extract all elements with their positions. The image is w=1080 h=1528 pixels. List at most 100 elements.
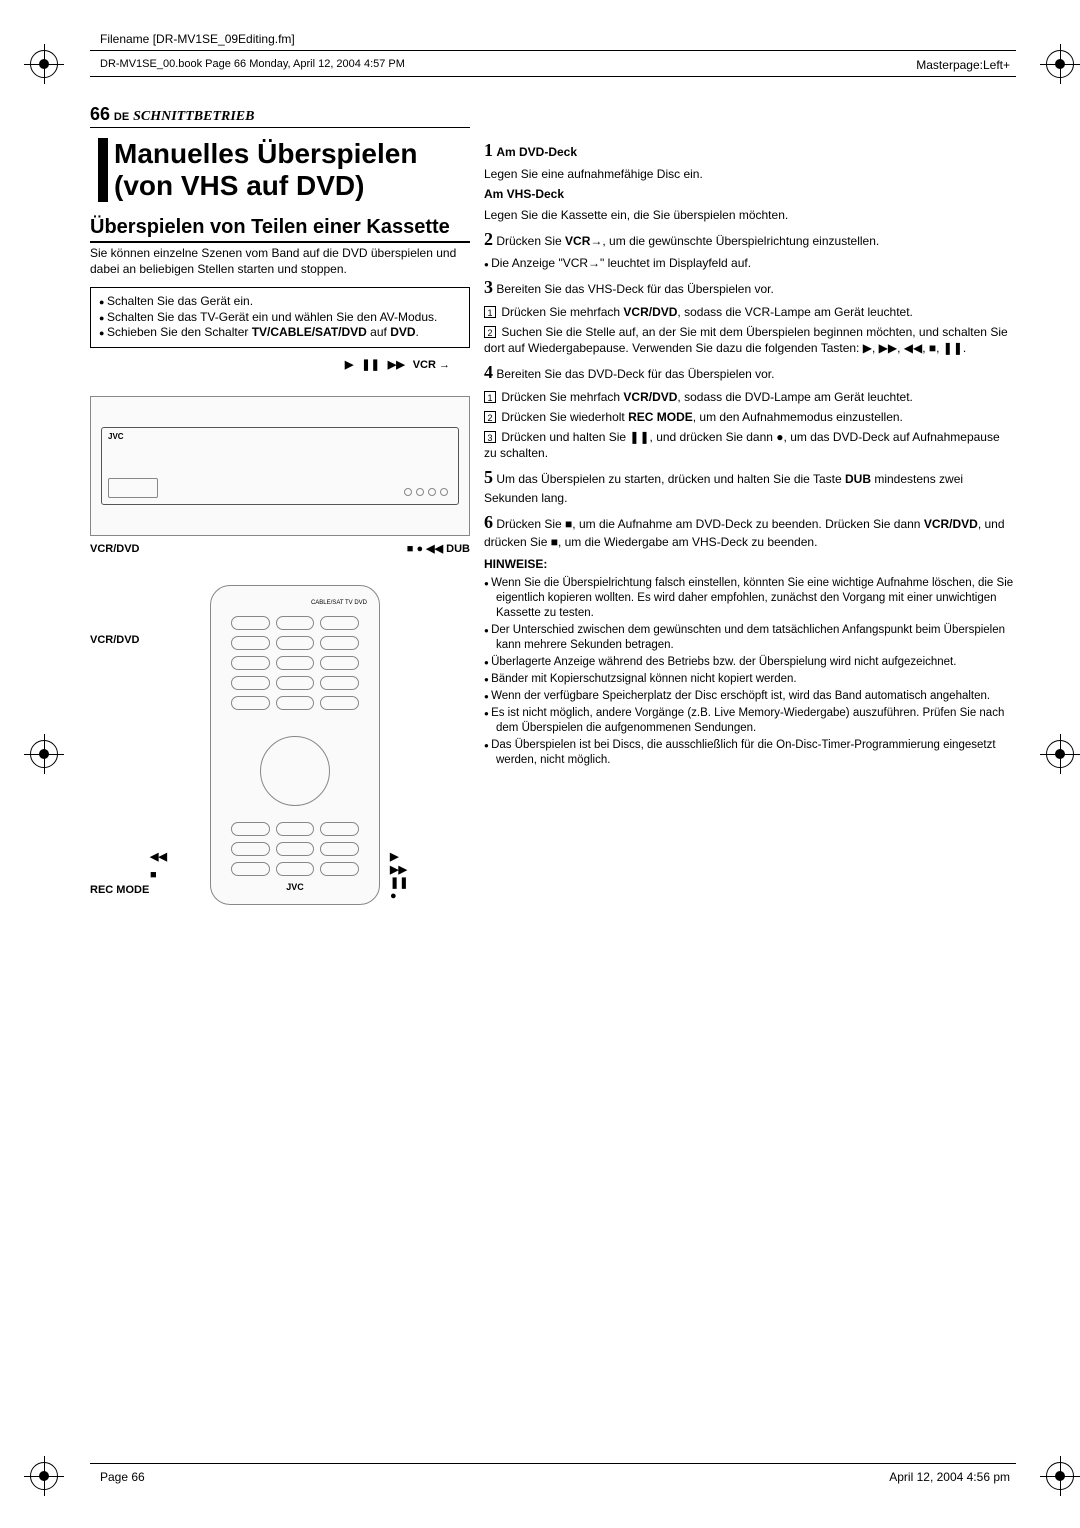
remote-button-icon [231,696,270,710]
bookline: DR-MV1SE_00.book Page 66 Monday, April 1… [100,58,405,70]
device-brand: JVC [108,432,124,442]
right-column: 1 Am DVD-Deck Legen Sie eine aufnahmefäh… [484,138,1014,770]
hint-item: Es ist nicht möglich, andere Vorgänge (z… [484,706,1014,736]
remote-button-icon [231,616,270,630]
step-3-sub2: Suchen Sie die Stelle auf, an der Sie mi… [484,325,1008,355]
footer-date: April 12, 2004 4:56 pm [889,1470,1010,1484]
device-illustration: JVC [90,396,470,536]
device-button-icon [404,488,412,496]
remote-button-icon [231,676,270,690]
remote-button-icon [276,822,315,836]
remote-button-icon [320,656,359,670]
device-button-icon [440,488,448,496]
section-header: 66 DE SCHNITTBETRIEB [90,104,470,128]
step-6-text: Drücken Sie ■, um die Aufnahme am DVD-De… [484,517,1005,549]
record-icon: ● [390,889,397,903]
hint-item: Wenn der verfügbare Speicherplatz der Di… [484,689,1014,704]
remote-brand: JVC [211,882,379,894]
device-button-icon [428,488,436,496]
remote-button-icon [276,636,315,650]
rewind-icon: ◀◀ [150,850,167,864]
crop-cross-ml [24,734,64,774]
step-4-text: Bereiten Sie das DVD-Deck für das Übersp… [496,367,774,381]
page-number: 66 [90,104,110,124]
lang-code: DE [114,111,129,123]
remote-button-icon [320,676,359,690]
remote-button-icon [276,676,315,690]
vcr-dvd-label: VCR/DVD [90,542,140,556]
crop-cross-br [1040,1456,1080,1496]
step-5-number: 5 [484,467,493,487]
remote-button-icon [231,656,270,670]
play-icon: ▶ [345,358,353,372]
step-5-text: Um das Überspielen zu starten, drücken u… [484,472,963,504]
remote-dpad-icon [260,736,330,806]
device-bottom-labels: VCR/DVD ■ ● ◀◀ DUB [90,542,470,556]
left-column: Sie können einzelne Szenen vom Band auf … [90,246,470,905]
step-1-dvd-label: Am DVD-Deck [496,145,577,159]
step-4-sub1: Drücken Sie mehrfach VCR/DVD, sodass die… [501,390,913,404]
hints-label: HINWEISE: [484,556,1014,572]
step-6-number: 6 [484,512,493,532]
remote-button-icon [276,696,315,710]
page-subtitle: Überspielen von Teilen einer Kassette [90,216,470,243]
prep-item: Schalten Sie das TV-Gerät ein und wählen… [99,310,461,326]
step-4-number: 4 [484,362,493,382]
substep-1-icon: 1 [484,391,496,403]
remote-button-icon [231,842,270,856]
hint-item: Der Unterschied zwischen dem gewünschten… [484,623,1014,653]
ff-icon: ▶▶ [388,358,405,372]
footer-page: Page 66 [100,1470,145,1484]
remote-button-icon [276,616,315,630]
device-tray-icon [108,478,158,498]
prep-item: Schalten Sie das Gerät ein. [99,294,461,310]
substep-2-icon: 2 [484,411,496,423]
step-3-number: 3 [484,277,493,297]
remote-button-icon [320,696,359,710]
substep-2-icon: 2 [484,326,496,338]
preparation-box: Schalten Sie das Gerät ein. Schalten Sie… [90,287,470,348]
remote-button-icon [320,616,359,630]
step-4-sub3: Drücken und halten Sie ❚❚, und drücken S… [484,430,1000,460]
remote-button-icon [320,636,359,650]
intro-text: Sie können einzelne Szenen vom Band auf … [90,246,470,277]
section-name: SCHNITTBETRIEB [133,109,254,124]
remote-mode-label: CABLE/SAT TV DVD [311,600,367,608]
remote-button-icon [231,636,270,650]
step-3-text: Bereiten Sie das VHS-Deck für das Übersp… [496,282,773,296]
remote-button-icon [320,842,359,856]
step-3-sub1: Drücken Sie mehrfach VCR/DVD, sodass die… [501,305,913,319]
vcr-dvd-label: VCR/DVD [90,633,140,647]
step-2-number: 2 [484,229,493,249]
crop-cross-bl [24,1456,64,1496]
stop-icon: ■ [150,868,157,882]
pause-icon: ❚❚ [361,358,379,372]
remote-button-icon [320,862,359,876]
masterpage-label: Masterpage:Left+ [916,58,1010,72]
step-1-vhs-text: Legen Sie die Kassette ein, die Sie über… [484,207,1014,223]
device-button-icon [416,488,424,496]
substep-3-icon: 3 [484,431,496,443]
step-2-bullet: Die Anzeige "VCR→" leuchtet im Displayfe… [484,255,1014,271]
remote-button-icon [276,862,315,876]
device-top-labels: ▶ ❚❚ ▶▶ VCR → [70,358,450,372]
remote-button-icon [231,822,270,836]
hint-item: Wenn Sie die Überspielrichtung falsch ei… [484,576,1014,621]
prep-item: Schieben Sie den Schalter TV/CABLE/SAT/D… [99,325,461,341]
hints-list: Wenn Sie die Überspielrichtung falsch ei… [484,576,1014,767]
step-1-dvd-text: Legen Sie eine aufnahmefähige Disc ein. [484,166,1014,182]
hint-item: Überlagerte Anzeige während des Betriebs… [484,655,1014,670]
crop-cross-tl [24,44,64,84]
substep-1-icon: 1 [484,306,496,318]
step-4-sub2: Drücken Sie wiederholt REC MODE, um den … [501,410,903,424]
step-1-vhs-label: Am VHS-Deck [484,186,1014,202]
hint-item: Das Überspielen ist bei Discs, die aussc… [484,738,1014,768]
remote-button-icon [231,862,270,876]
page-title: Manuelles Überspielen (von VHS auf DVD) [98,138,468,202]
device-controls-label: ■ ● ◀◀ DUB [407,542,470,556]
filename-label: Filename [DR-MV1SE_09Editing.fm] [100,32,295,46]
vcr-direction-label: VCR → [413,358,450,372]
rec-mode-label: REC MODE [90,883,149,897]
remote-button-icon [276,842,315,856]
remote-button-icon [276,656,315,670]
